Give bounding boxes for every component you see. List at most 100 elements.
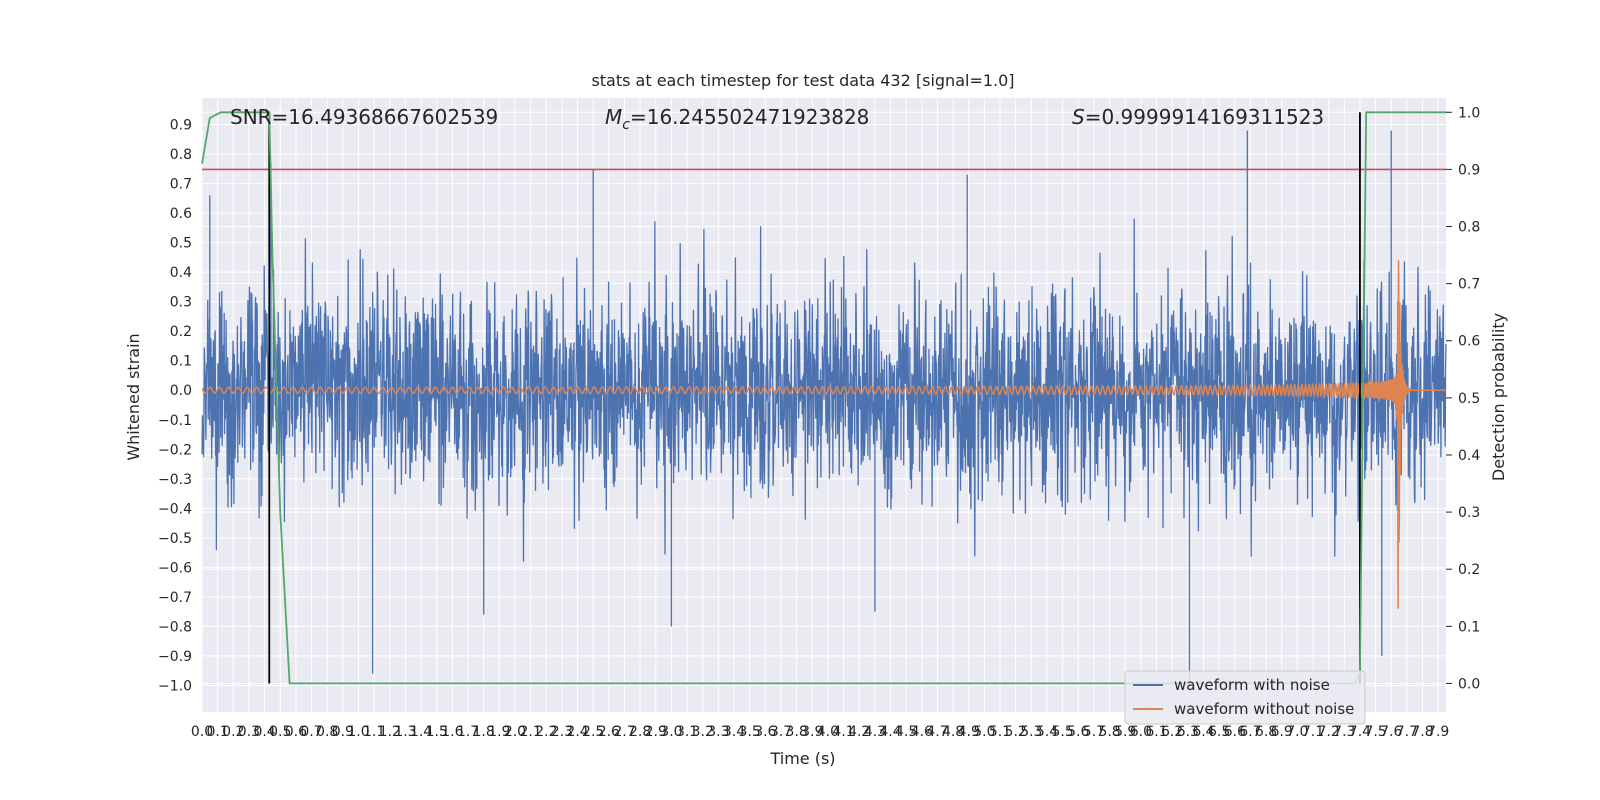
x-tick-label: 7.6 (1380, 724, 1402, 740)
x-tick-label: 4.4 (879, 724, 901, 740)
legend: waveform with noise waveform without noi… (1124, 670, 1366, 725)
x-tick-label: 6.0 (1130, 724, 1152, 740)
x-tick-label: 1.9 (488, 724, 510, 740)
x-tick-label: 5.3 (1020, 724, 1042, 740)
x-tick-label: 2.8 (629, 724, 651, 740)
y-tick-label-left: 0.3 (170, 295, 192, 311)
x-tick-label: 5.9 (1114, 724, 1136, 740)
y-axis-label-right: Detection probability (1489, 313, 1508, 481)
x-tick-label: 4.3 (864, 724, 886, 740)
y-tick-label-left: −0.9 (158, 649, 192, 665)
chirp-mass-annotation: Mc=16.245502471923828 (605, 105, 869, 133)
x-tick-label: 0.7 (300, 724, 322, 740)
x-tick-label: 7.7 (1396, 724, 1418, 740)
overlay-lines (201, 111, 1446, 685)
y-tick-label-left: 0.5 (170, 236, 192, 252)
x-tick-label: 3.4 (723, 724, 745, 740)
x-tick-label: 5.8 (1098, 724, 1120, 740)
x-tick-label: 3.0 (660, 724, 682, 740)
x-tick-label: 6.5 (1208, 724, 1230, 740)
x-tick-label: 7.8 (1411, 724, 1433, 740)
x-tick-label: 3.6 (754, 724, 776, 740)
x-tick-label: 6.4 (1192, 724, 1214, 740)
y-tick-label-left: −0.4 (158, 501, 192, 517)
x-tick-label: 7.0 (1286, 724, 1308, 740)
y-tick-label-left: 0.7 (170, 177, 192, 193)
x-tick-label: 0.4 (253, 724, 275, 740)
x-tick-label: 0.1 (207, 724, 229, 740)
x-tick-label: 0.6 (285, 724, 307, 740)
x-tick-label: 2.0 (504, 724, 526, 740)
y-tick-label-left: 0.9 (170, 118, 192, 134)
x-tick-label: 7.2 (1318, 724, 1340, 740)
y-tick-label-right: 0.0 (1458, 676, 1480, 692)
x-tick-label: 7.9 (1427, 724, 1449, 740)
x-tick-label: 4.1 (832, 724, 854, 740)
legend-label-clean: waveform without noise (1174, 700, 1354, 718)
x-tick-label: 0.0 (191, 724, 213, 740)
x-tick-label: 2.7 (613, 724, 635, 740)
y-tick-label-left: −0.7 (158, 590, 192, 606)
x-tick-label: 0.9 (332, 724, 354, 740)
y-tick-label-left: −0.3 (158, 472, 192, 488)
x-tick-label: 4.2 (848, 724, 870, 740)
y-tick-label-right: 0.7 (1458, 277, 1480, 293)
series-waveform-without-noise (201, 260, 1446, 609)
x-tick-label: 2.3 (551, 724, 573, 740)
y-tick-label-right: 0.5 (1458, 391, 1480, 407)
x-tick-label: 1.6 (441, 724, 463, 740)
x-axis-label: Time (s) (769, 749, 835, 768)
x-tick-label: 1.4 (410, 724, 432, 740)
x-tick-label: 1.0 (347, 724, 369, 740)
x-tick-label: 6.6 (1224, 724, 1246, 740)
y-tick-label-left: 0.4 (170, 265, 192, 281)
x-tick-label: 3.2 (692, 724, 714, 740)
x-tick-label: 2.5 (582, 724, 604, 740)
x-tick-label: 4.0 (817, 724, 839, 740)
x-tick-label: 0.2 (222, 724, 244, 740)
y-tick-label-left: 0.1 (170, 354, 192, 370)
y-tick-label-right: 0.9 (1458, 162, 1480, 178)
y-tick-label-left: −0.5 (158, 531, 192, 547)
y-tick-label-left: −0.8 (158, 619, 192, 635)
x-tick-label: 6.8 (1255, 724, 1277, 740)
x-tick-label: 1.2 (379, 724, 401, 740)
x-tick-label: 7.4 (1349, 724, 1371, 740)
x-tick-label: 6.3 (1177, 724, 1199, 740)
y-tick-label-right: 0.1 (1458, 619, 1480, 635)
x-tick-label: 4.6 (911, 724, 933, 740)
x-tick-label: 6.7 (1239, 724, 1261, 740)
x-tick-label: 0.5 (269, 724, 291, 740)
x-tick-label: 3.1 (676, 724, 698, 740)
series-detection-probability (201, 111, 1446, 685)
x-tick-label: 1.1 (363, 724, 385, 740)
x-tick-label: 6.9 (1271, 724, 1293, 740)
series-layer (201, 130, 1447, 686)
snr-annotation: SNR=16.49368667602539 (230, 105, 498, 129)
chart-title: stats at each timestep for test data 432… (591, 71, 1014, 90)
x-tick-label: 0.3 (238, 724, 260, 740)
x-tick-label: 4.5 (895, 724, 917, 740)
x-tick-label: 0.8 (316, 724, 338, 740)
y-tick-label-right: 0.6 (1458, 334, 1480, 350)
y-tick-label-left: 0.2 (170, 324, 192, 340)
x-tick-label: 5.4 (1036, 724, 1058, 740)
x-tick-label: 1.5 (426, 724, 448, 740)
y-tick-label-left: −1.0 (158, 678, 192, 694)
y-tick-label-right: 0.4 (1458, 448, 1480, 464)
y-tick-label-left: 0.0 (170, 383, 192, 399)
x-tick-label: 2.9 (645, 724, 667, 740)
y-tick-label-right: 1.0 (1458, 105, 1480, 121)
x-tick-label: 2.6 (598, 724, 620, 740)
x-tick-label: 4.9 (958, 724, 980, 740)
y-tick-label-right: 0.3 (1458, 505, 1480, 521)
score-annotation: S=0.9999914169311523 (1072, 105, 1324, 129)
x-tick-label: 5.0 (973, 724, 995, 740)
x-tick-label: 7.5 (1364, 724, 1386, 740)
x-tick-label: 2.1 (519, 724, 541, 740)
x-tick-label: 2.4 (566, 724, 588, 740)
tick-labels: 0.00.10.20.30.40.50.60.70.80.91.01.11.21… (158, 105, 1480, 740)
x-tick-label: 3.9 (801, 724, 823, 740)
x-tick-label: 4.7 (926, 724, 948, 740)
x-tick-label: 1.3 (394, 724, 416, 740)
